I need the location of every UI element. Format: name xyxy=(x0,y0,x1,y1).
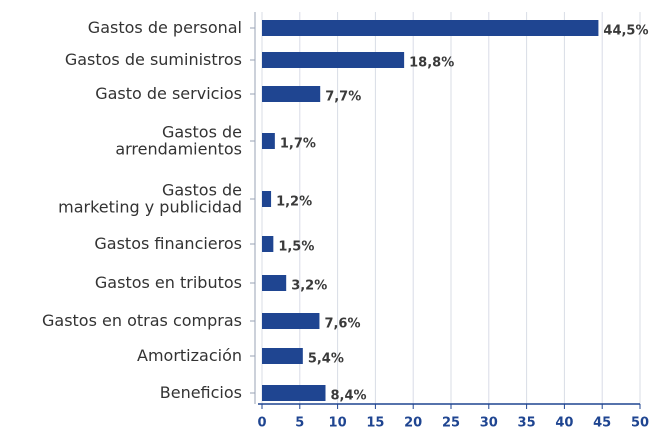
bar xyxy=(262,191,272,207)
bar xyxy=(262,348,303,364)
x-tick-label: 50 xyxy=(631,416,649,431)
x-tick-label: 25 xyxy=(442,416,460,431)
x-tick-label: 15 xyxy=(366,416,384,431)
x-tick-label: 30 xyxy=(480,416,498,431)
bar xyxy=(262,236,274,252)
x-tick-label: 40 xyxy=(555,416,573,431)
x-tick-label: 20 xyxy=(404,416,422,431)
bar xyxy=(262,133,275,149)
y-tick-label: Gasto de servicios xyxy=(95,84,242,103)
x-tick-label: 35 xyxy=(518,416,536,431)
y-tick-label: Gastos de suministros xyxy=(65,50,242,69)
value-label: 5,4% xyxy=(308,352,344,367)
value-label: 18,8% xyxy=(409,56,454,71)
y-tick-label: Beneficios xyxy=(160,383,242,402)
bar xyxy=(262,313,320,329)
y-tick-label: Gastos de marketing y publicidad xyxy=(58,180,242,216)
value-label: 1,5% xyxy=(278,240,314,255)
value-label: 7,7% xyxy=(325,90,361,105)
y-tick-label: Gastos de arrendamientos xyxy=(115,122,242,158)
bar xyxy=(262,275,287,291)
bar xyxy=(262,86,321,102)
value-label: 1,7% xyxy=(280,137,316,152)
bar xyxy=(262,20,599,36)
x-tick-label: 10 xyxy=(329,416,347,431)
value-label: 1,2% xyxy=(276,195,312,210)
bar xyxy=(262,52,405,68)
value-label: 3,2% xyxy=(291,279,327,294)
bar xyxy=(262,385,326,401)
x-tick-label: 0 xyxy=(257,416,266,431)
value-label: 44,5% xyxy=(603,24,648,39)
x-tick-label: 45 xyxy=(593,416,611,431)
value-label: 8,4% xyxy=(331,389,367,404)
y-tick-label: Gastos de personal xyxy=(88,18,242,37)
value-label: 7,6% xyxy=(324,317,360,332)
y-tick-label: Gastos financieros xyxy=(94,234,242,253)
y-tick-label: Gastos en tributos xyxy=(95,273,242,292)
y-tick-label: Amortización xyxy=(137,346,242,365)
x-tick-label: 5 xyxy=(295,416,304,431)
y-tick-label: Gastos en otras compras xyxy=(42,311,242,330)
